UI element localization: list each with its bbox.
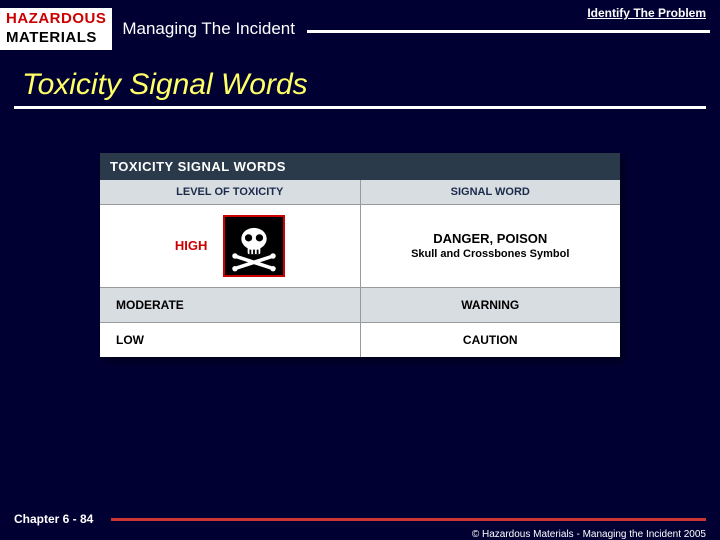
logo-line-1: HAZARDOUS — [6, 10, 106, 29]
danger-label: DANGER, POISON — [367, 231, 615, 246]
table-header-row: LEVEL OF TOXICITY SIGNAL WORD — [100, 180, 620, 205]
cell-moderate-signal: WARNING — [360, 287, 620, 322]
cell-low-level: LOW — [100, 322, 360, 357]
cell-low-signal: CAUTION — [360, 322, 620, 357]
col-header-signal: SIGNAL WORD — [360, 180, 620, 205]
table-title: TOXICITY SIGNAL WORDS — [100, 153, 620, 180]
logo-line-2: MATERIALS — [6, 29, 106, 48]
cell-moderate-level: MODERATE — [100, 287, 360, 322]
chapter-label: Chapter 6 - 84 — [14, 512, 93, 526]
table-title-row: TOXICITY SIGNAL WORDS — [100, 153, 620, 180]
cell-high-signal: DANGER, POISON Skull and Crossbones Symb… — [360, 204, 620, 287]
header-subtitle: Managing The Incident — [122, 19, 295, 39]
table-row-low: LOW CAUTION — [100, 322, 620, 357]
slide-footer: Chapter 6 - 84 — [0, 512, 720, 526]
topic-label: Identify The Problem — [587, 6, 706, 20]
toxicity-table: TOXICITY SIGNAL WORDS LEVEL OF TOXICITY … — [100, 153, 620, 357]
high-label: HIGH — [175, 238, 208, 253]
table-row-moderate: MODERATE WARNING — [100, 287, 620, 322]
slide-title: Toxicity Signal Words — [22, 68, 720, 102]
skull-crossbones-icon — [223, 215, 285, 277]
title-rule — [14, 106, 706, 109]
danger-sublabel: Skull and Crossbones Symbol — [367, 248, 615, 260]
header-rule — [307, 30, 710, 33]
col-header-level: LEVEL OF TOXICITY — [100, 180, 360, 205]
footer-rule — [111, 518, 706, 521]
table-row-high: HIGH — [100, 204, 620, 287]
logo-box: HAZARDOUS MATERIALS — [0, 8, 112, 50]
cell-high-level: HIGH — [100, 204, 360, 287]
copyright-label: © Hazardous Materials - Managing the Inc… — [472, 529, 706, 540]
